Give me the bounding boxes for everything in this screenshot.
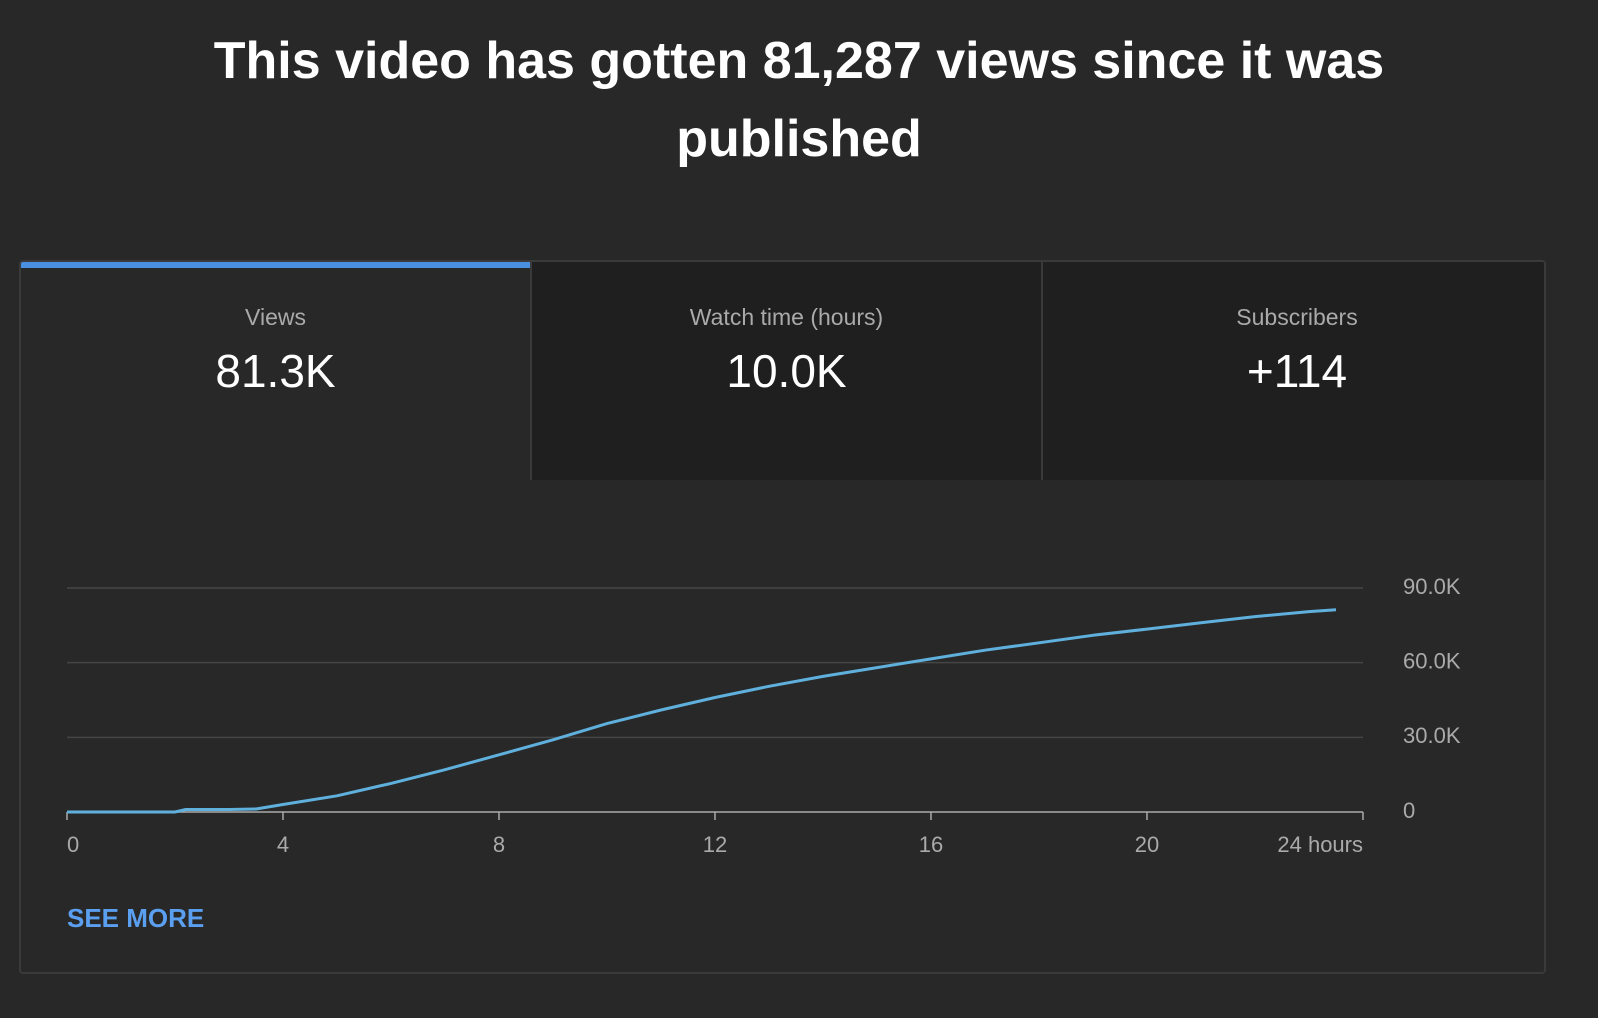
page-title: This video has gotten 81,287 views since… — [213, 32, 1385, 168]
see-more-link[interactable]: SEE MORE — [67, 903, 205, 933]
tab[interactable]: Subscribers +114 — [1041, 262, 1544, 480]
tab-value: 81.3K — [215, 345, 336, 397]
analytics-card: Views 81.3K Watch time (hours) 10.0K Sub… — [19, 260, 1546, 974]
tab-value: +114 — [1246, 345, 1348, 397]
tab-label: Watch time (hours) — [689, 304, 884, 330]
tab[interactable]: Watch time (hours) 10.0K — [530, 262, 1041, 480]
tab-label: Views — [245, 304, 306, 330]
tab-label: Subscribers — [1236, 304, 1358, 330]
tab-value: 10.0K — [726, 345, 847, 397]
tab[interactable]: Views 81.3K — [21, 262, 530, 480]
